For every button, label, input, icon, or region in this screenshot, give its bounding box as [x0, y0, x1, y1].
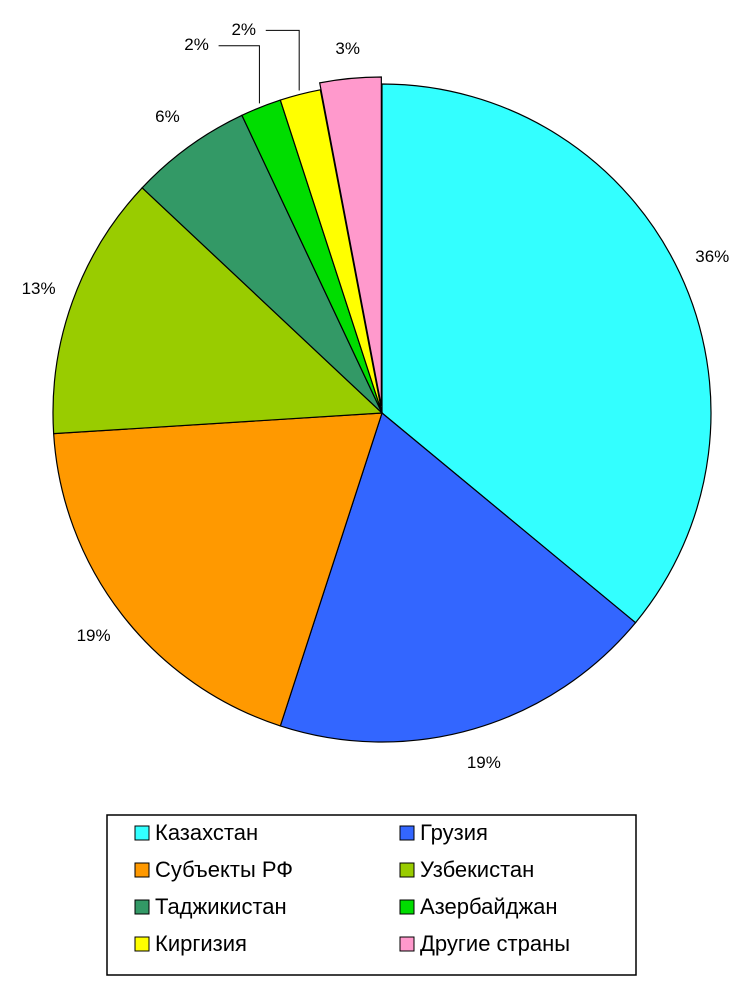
pie-slice — [381, 83, 712, 624]
data-label: 2% — [231, 20, 256, 39]
pie-slice — [279, 89, 383, 414]
legend-swatch — [399, 862, 415, 878]
pie-slice — [53, 412, 383, 727]
legend-box — [106, 814, 637, 976]
legend-label: Субъекты РФ — [155, 857, 293, 882]
legend-swatch — [399, 899, 415, 915]
data-label: 3% — [335, 39, 360, 58]
leader-line — [265, 29, 300, 91]
pie-slice — [318, 76, 382, 407]
pie-slice — [279, 411, 637, 743]
legend-swatch — [399, 936, 415, 952]
data-label: 6% — [155, 107, 180, 126]
legend-label: Грузия — [420, 820, 488, 845]
pie-slice — [52, 186, 384, 435]
data-label: 2% — [184, 35, 209, 54]
legend-label: Другие страны — [420, 931, 570, 956]
legend-swatch — [134, 899, 150, 915]
legend-label: Таджикистан — [155, 894, 287, 919]
legend-swatch — [134, 825, 150, 841]
legend-swatch — [134, 862, 150, 878]
data-label: 19% — [467, 753, 501, 772]
legend-swatch — [399, 825, 415, 841]
legend-swatch — [134, 936, 150, 952]
legend-label: Киргизия — [155, 931, 247, 956]
legend-label: Казахстан — [155, 820, 258, 845]
legend-label: Узбекистан — [420, 857, 534, 882]
leader-line — [218, 45, 260, 104]
pie-slice — [141, 114, 383, 414]
data-label: 36% — [695, 247, 729, 266]
data-label: 13% — [22, 279, 56, 298]
legend-label: Азербайджан — [420, 894, 558, 919]
data-label: 19% — [77, 626, 111, 645]
